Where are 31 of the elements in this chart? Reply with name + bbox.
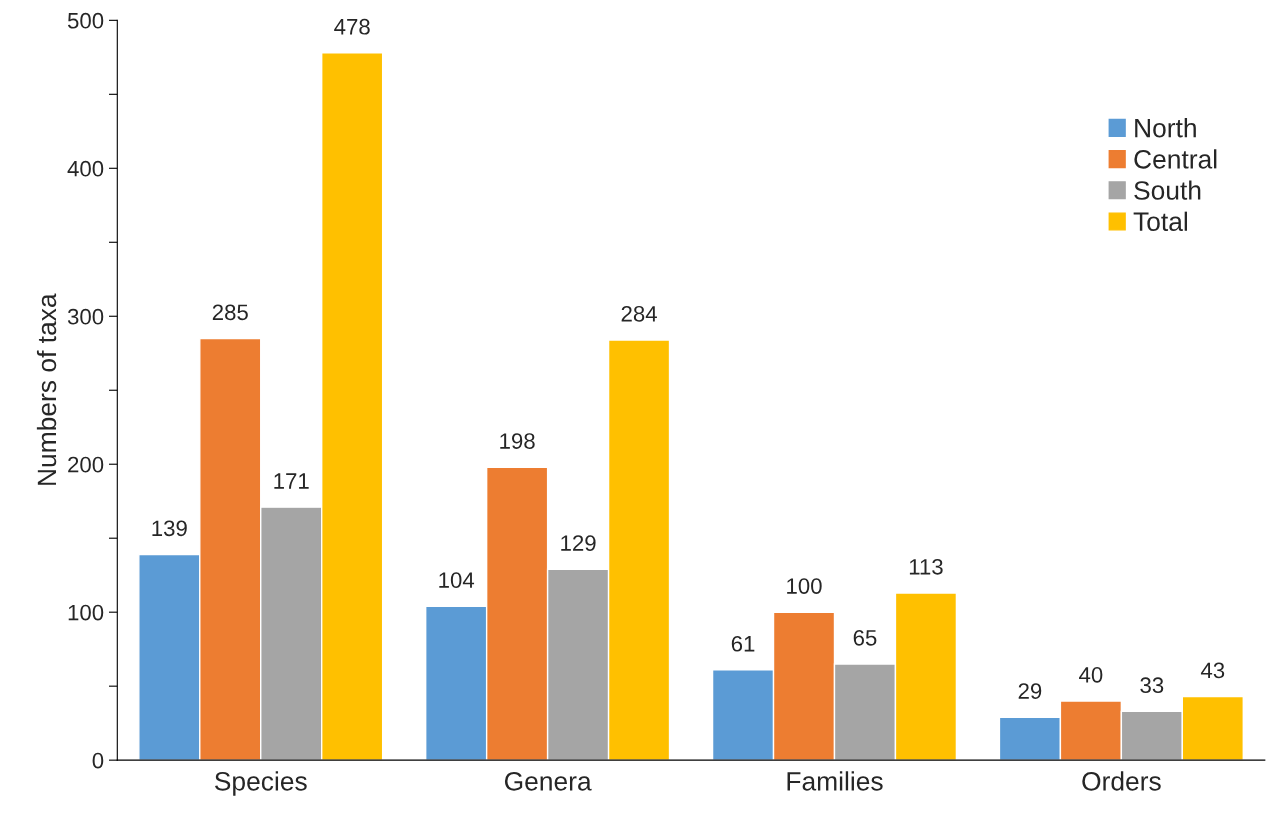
x-tick-label: Families <box>787 771 883 791</box>
y-tick-label: 200 <box>68 456 104 473</box>
data-label: 478 <box>334 18 370 35</box>
data-label: 33 <box>1140 677 1164 694</box>
y-tick-label: 400 <box>67 160 104 177</box>
data-label: 61 <box>731 635 755 652</box>
data-label: 104 <box>439 572 475 588</box>
data-label: 43 <box>1200 662 1225 679</box>
data-label: 65 <box>853 629 877 646</box>
x-tick-label: Genera <box>504 771 592 791</box>
legend-label: Total <box>1133 211 1187 232</box>
data-label: 285 <box>212 304 248 321</box>
data-label: 284 <box>621 305 657 322</box>
x-tick-label: Orders <box>1082 771 1161 791</box>
data-label: 113 <box>909 558 943 575</box>
x-tick-label: Species <box>215 771 307 796</box>
legend-label: Central <box>1134 149 1217 169</box>
data-label: 129 <box>561 535 596 551</box>
data-label: 29 <box>1018 683 1042 699</box>
y-tick-label: 500 <box>67 12 104 29</box>
data-label: 139 <box>152 520 187 537</box>
data-label: 171 <box>274 473 309 489</box>
data-label: 198 <box>500 433 535 449</box>
y-tick-label: 300 <box>67 308 104 325</box>
y-tick-label: 100 <box>68 604 104 621</box>
legend-label: North <box>1135 118 1196 138</box>
legend-label: South <box>1134 180 1201 200</box>
data-label: 40 <box>1079 666 1103 683</box>
data-label: 100 <box>787 578 822 594</box>
y-axis-title: Numbers of taxa <box>36 293 57 485</box>
y-tick-label: 0 <box>92 752 104 769</box>
